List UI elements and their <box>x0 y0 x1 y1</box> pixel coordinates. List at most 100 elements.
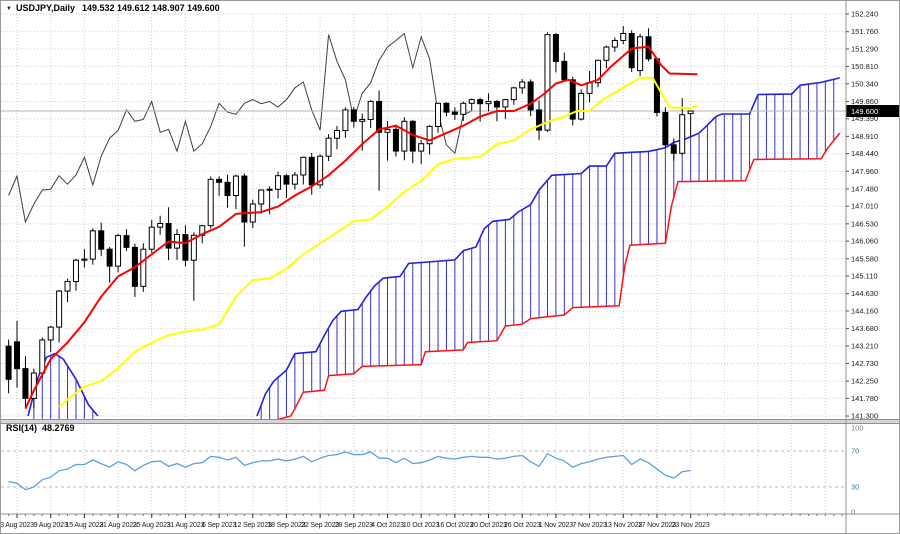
time-axis-label: 7 Nov 2023 <box>572 522 607 529</box>
price-axis-label: 146.060 <box>851 237 878 246</box>
time-axis-label: 21 Aug 2023 <box>99 522 137 529</box>
price-axis-label: 152.240 <box>851 10 878 19</box>
rsi-axis: 100 70 30 0 <box>851 424 864 517</box>
time-axis-label: 4 Oct 2023 <box>371 522 404 529</box>
chikou-span-line <box>8 32 472 224</box>
candle-body <box>115 235 122 267</box>
candle-body <box>603 46 610 61</box>
candle-body <box>190 234 197 261</box>
collapse-icon[interactable]: ▼ <box>6 6 12 12</box>
ichimoku-cloud <box>27 77 841 420</box>
candle-body <box>64 281 71 292</box>
candle-body <box>527 81 534 111</box>
senkou-span-a-line <box>256 77 840 417</box>
candle-body <box>392 128 399 152</box>
time-axis-label: 18 Sep 2023 <box>267 522 305 529</box>
candle-body <box>493 100 500 108</box>
rsi-indicator-label: RSI(14) 48.2769 <box>6 423 75 433</box>
candle-body <box>5 345 12 380</box>
price-axis-label: 143.210 <box>851 341 878 350</box>
price-axis-label: 147.960 <box>851 167 878 176</box>
rsi-axis-label: 0 <box>851 508 855 517</box>
price-axis-label: 142.730 <box>851 359 878 368</box>
candle-body <box>308 156 315 186</box>
time-axis-label: 25 Aug 2023 <box>133 522 171 529</box>
candle-body <box>342 109 349 131</box>
time-axis-label: 9 Aug 2023 <box>34 522 68 529</box>
ohlc-quote: 149.532 149.612 148.907 149.600 <box>81 3 220 13</box>
price-axis-label: 143.680 <box>851 324 878 333</box>
price-axis-label: 141.300 <box>851 412 878 421</box>
candle-body <box>586 82 593 94</box>
price-axis-label: 147.480 <box>851 184 878 193</box>
candle-body <box>317 155 324 186</box>
candle-body <box>47 326 54 341</box>
candle-body <box>232 175 239 197</box>
candle-body <box>325 137 332 157</box>
candle-body <box>519 81 526 89</box>
time-axis-label: 23 Nov 2023 <box>672 522 710 529</box>
time-axis-label: 6 Sep 2023 <box>202 522 237 529</box>
price-axis-label: 150.810 <box>851 62 878 71</box>
candle-body <box>468 99 475 104</box>
cloud-hatch <box>260 79 835 420</box>
candle-body <box>611 39 618 48</box>
time-axis-label: 3 Aug 2023 <box>1 522 34 529</box>
candle-body <box>578 92 585 120</box>
price-axis-label: 148.440 <box>851 149 878 158</box>
symbol-period-label: USDJPY,Daily <box>15 3 75 13</box>
candle-body <box>620 32 627 41</box>
candle-body <box>569 79 576 120</box>
candle-body <box>544 34 551 131</box>
price-axis-label: 145.110 <box>851 272 878 281</box>
rsi-line <box>8 451 691 491</box>
candle-body <box>485 100 492 105</box>
candle-body <box>140 248 147 287</box>
candle-body <box>182 234 189 261</box>
price-axis-label: 149.390 <box>851 114 878 123</box>
candle-body <box>367 100 374 120</box>
candle-body <box>435 102 442 127</box>
time-axis-label: 1 Nov 2023 <box>539 522 574 529</box>
price-axis-label: 150.340 <box>851 79 878 88</box>
senkou-span-a-line <box>27 352 99 417</box>
bid-price-tag-label: 149.600 <box>851 107 878 116</box>
price-axis-label: 145.580 <box>851 254 878 263</box>
candle-body <box>283 175 290 185</box>
chart-title: ▼ USDJPY,Daily 149.532 149.612 148.907 149… <box>6 3 220 13</box>
senkou-span-b-line <box>273 132 841 420</box>
candle-body <box>536 109 543 131</box>
price-axis-label: 151.760 <box>851 27 878 36</box>
candle-body <box>72 259 79 283</box>
candle-body <box>300 156 307 176</box>
rsi-level-lines <box>1 450 846 488</box>
time-axis-label: 15 Aug 2023 <box>66 522 104 529</box>
candle-body <box>216 178 223 183</box>
candle-body <box>291 174 298 185</box>
price-axis[interactable]: 152.240 151.760 151.290 150.810 150.340 149.8… <box>846 10 900 421</box>
candle-body <box>451 111 458 115</box>
candle-body <box>81 258 88 261</box>
candle-body <box>258 189 265 205</box>
candle-body <box>350 109 357 122</box>
candle-body <box>561 60 568 81</box>
candle-body <box>106 248 113 267</box>
candle-body <box>241 175 248 223</box>
bid-price-tag <box>846 105 899 118</box>
price-axis-label: 141.780 <box>851 394 878 403</box>
candle-body <box>123 235 130 248</box>
candle-body <box>502 99 509 108</box>
candle-body <box>662 111 669 146</box>
candle-body <box>359 118 366 122</box>
time-axis-label: 28 Sep 2023 <box>335 522 373 529</box>
pane-separator[interactable] <box>1 419 900 424</box>
time-axis-label: 16 Oct 2023 <box>437 522 474 529</box>
candle-body <box>207 178 214 227</box>
price-axis-label: 147.010 <box>851 202 878 211</box>
price-axis-label: 149.860 <box>851 97 878 106</box>
time-axis-label: 20 Oct 2023 <box>470 522 507 529</box>
rsi-axis-label: 70 <box>851 447 859 456</box>
